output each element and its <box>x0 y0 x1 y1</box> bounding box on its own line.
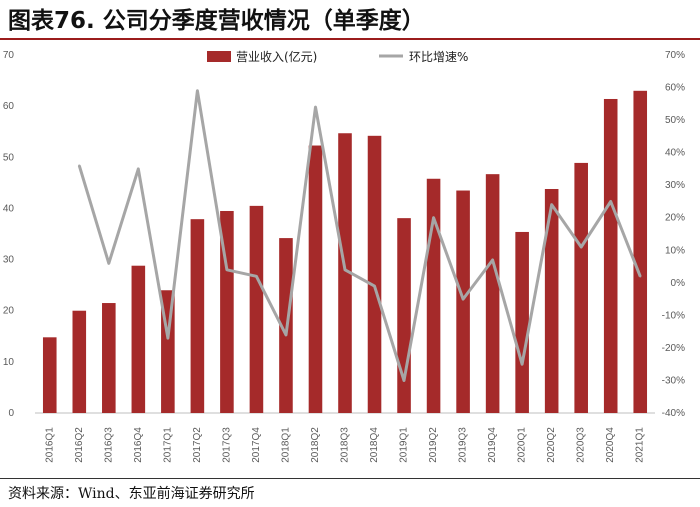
y-right-tick-label: 50% <box>665 115 685 126</box>
bar <box>131 265 146 413</box>
x-tick-label: 2020Q4 <box>605 427 616 463</box>
line-point <box>609 200 612 203</box>
line-point <box>432 216 435 219</box>
x-tick-label: 2019Q2 <box>428 427 439 463</box>
x-tick-label: 2019Q1 <box>399 427 410 463</box>
line-point <box>550 203 553 206</box>
x-tick-label: 2021Q1 <box>635 427 646 463</box>
x-tick-label: 2018Q3 <box>340 427 351 463</box>
bar <box>367 135 382 413</box>
bar <box>190 219 205 413</box>
bar <box>544 188 559 413</box>
y-right-tick-label: -30% <box>662 375 685 386</box>
line-point <box>402 379 406 382</box>
chart-legend: 营业收入(亿元) 环比增速% <box>207 49 468 64</box>
y-right-tick-label: 20% <box>665 213 685 224</box>
line-point <box>343 268 347 271</box>
y-left-tick-label: 60 <box>3 101 15 112</box>
y-right-tick-label: 60% <box>665 83 685 94</box>
y-right-tick-label: 70% <box>665 50 685 61</box>
bar <box>456 190 470 413</box>
x-tick-label: 2020Q3 <box>576 427 587 463</box>
bar <box>397 218 411 413</box>
bar-series <box>42 90 648 414</box>
y-right-tick-label: 0% <box>671 278 686 289</box>
line-point <box>255 275 258 278</box>
bar <box>515 231 529 413</box>
y-right-tick-label: -40% <box>662 408 685 419</box>
chart-title: 图表76. 公司分季度营收情况（单季度） <box>8 8 425 34</box>
source-divider <box>0 478 700 479</box>
y-left-tick-label: 20 <box>3 306 15 317</box>
x-tick-label: 2020Q1 <box>517 427 528 463</box>
line-point <box>78 164 81 167</box>
x-tick-label: 2020Q2 <box>546 427 557 463</box>
y-right-tick-label: -20% <box>662 343 685 354</box>
x-tick-label: 2018Q2 <box>310 427 321 463</box>
y-right-tick-label: 30% <box>665 180 685 191</box>
legend-swatch-revenue <box>207 51 231 62</box>
revenue-chart: 0 10 20 30 40 50 60 70 -40% -30% -20% -10% 0% 10% 20% 3… <box>3 49 685 463</box>
line-point <box>196 89 199 93</box>
legend-label-growth: 环比增速% <box>409 50 468 64</box>
bar <box>308 145 323 413</box>
y-right-tick-label: 10% <box>665 245 685 256</box>
line-point <box>520 362 524 366</box>
line-point <box>461 297 465 301</box>
x-tick-label: 2017Q3 <box>221 427 232 463</box>
x-tick-label: 2019Q3 <box>458 427 469 463</box>
line-point <box>639 275 642 278</box>
x-tick-label: 2018Q1 <box>280 427 291 463</box>
line-point <box>491 258 494 262</box>
bar <box>485 174 500 413</box>
y-left-tick-label: 10 <box>3 357 15 368</box>
x-tick-label: 2016Q1 <box>44 427 55 463</box>
y-left-tick-label: 0 <box>8 408 14 419</box>
line-point <box>284 333 288 337</box>
bar <box>72 310 87 413</box>
line-point <box>166 336 170 340</box>
bar <box>603 98 618 414</box>
bar <box>574 162 588 413</box>
line-point <box>314 105 317 109</box>
y-left-tick-label: 30 <box>3 255 15 266</box>
bar <box>426 178 441 413</box>
bar <box>633 90 648 414</box>
line-point <box>579 245 583 249</box>
x-tick-label: 2016Q3 <box>103 427 114 463</box>
title-divider <box>0 38 700 40</box>
x-tick-label: 2016Q4 <box>133 427 144 463</box>
x-tick-label: 2017Q4 <box>251 427 262 463</box>
bar <box>220 210 234 413</box>
line-point <box>225 268 229 271</box>
bar <box>249 205 264 413</box>
chart-axes: 0 10 20 30 40 50 60 70 -40% -30% -20% -10% 0% 10% 20% 3… <box>3 50 685 463</box>
y-right-tick-label: 40% <box>665 148 685 159</box>
x-tick-label: 2017Q2 <box>192 427 203 463</box>
x-tick-label: 2018Q4 <box>369 427 380 463</box>
bar <box>102 303 116 413</box>
line-point <box>373 284 376 288</box>
legend-label-revenue: 营业收入(亿元) <box>236 49 317 64</box>
line-point <box>107 262 111 265</box>
line-series <box>77 89 642 382</box>
y-right-tick-label: -10% <box>662 310 685 321</box>
x-tick-label: 2019Q4 <box>487 427 498 463</box>
bar <box>42 337 57 413</box>
line-point <box>137 167 140 171</box>
y-left-tick-label: 50 <box>3 152 15 163</box>
y-left-tick-label: 40 <box>3 203 15 214</box>
growth-line <box>77 89 642 382</box>
x-tick-label: 2017Q1 <box>162 427 173 463</box>
x-tick-label: 2016Q2 <box>74 427 85 463</box>
source-note: 资料来源：Wind、东亚前海证券研究所 <box>8 486 255 502</box>
bar <box>338 133 352 413</box>
y-left-tick-label: 70 <box>3 50 15 61</box>
